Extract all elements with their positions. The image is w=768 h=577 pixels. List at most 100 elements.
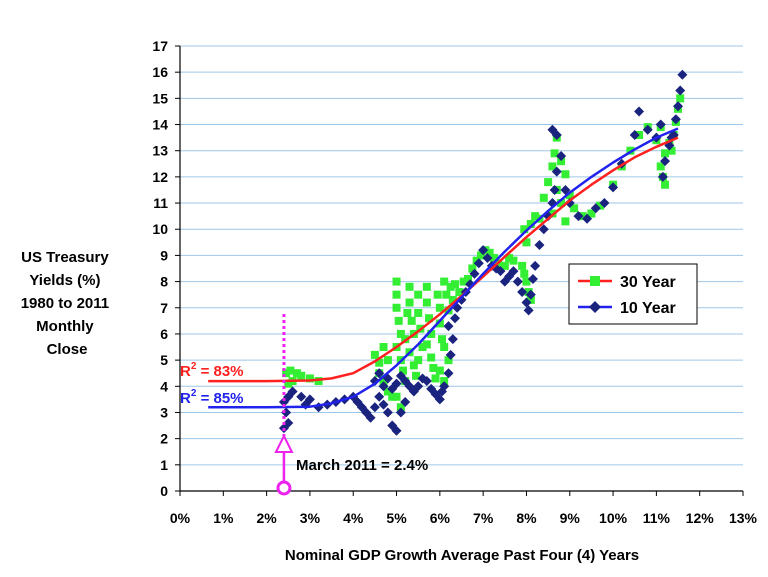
point-30-year-28 xyxy=(403,309,412,317)
fit-curve-10-year xyxy=(208,127,679,409)
x-tick-labels: 0% 1% 2% 3% 4% 5% 6% 7% 8% 9% 10% 11% 12% 13% xyxy=(170,510,758,526)
point-10-year-5 xyxy=(287,386,298,397)
point-30-year-53 xyxy=(440,277,449,286)
legend-30-label: 30 Year xyxy=(620,274,676,291)
point-30-year-1 xyxy=(286,366,295,375)
point-30-year-74 xyxy=(505,254,514,263)
x-tick-label-11: 11% xyxy=(643,510,671,526)
point-30-year-80 xyxy=(526,295,535,304)
x-tick-label-7: 7% xyxy=(473,510,494,526)
point-10-year-75 xyxy=(551,166,562,177)
y-tick-label-7: 7 xyxy=(160,300,168,316)
point-30-year-83 xyxy=(526,220,535,228)
point-10-year-79 xyxy=(560,184,571,195)
point-30-year-34 xyxy=(409,361,418,370)
point-30-year-49 xyxy=(433,290,442,299)
point-30-year-39 xyxy=(418,343,427,352)
point-30-year-6 xyxy=(314,377,323,386)
point-10-year-66 xyxy=(523,305,534,316)
y-tick-label-10: 10 xyxy=(152,221,168,237)
point-10-year-81 xyxy=(573,211,584,222)
point-10-year-41 xyxy=(434,394,445,405)
point-30-year-45 xyxy=(422,340,431,349)
point-10-year-43 xyxy=(439,381,450,392)
point-30-year-43 xyxy=(425,314,434,323)
point-10-year-53 xyxy=(469,268,480,279)
point-30-year-19 xyxy=(394,316,403,325)
point-10-year-84 xyxy=(599,198,610,209)
point-10-year-69 xyxy=(530,260,541,271)
point-10-year-96 xyxy=(673,101,684,112)
point-10-year-65 xyxy=(521,297,532,308)
point-30-year-89 xyxy=(550,149,559,158)
r2-30-prefix: R xyxy=(180,363,191,380)
point-10-year-92 xyxy=(660,156,671,167)
x-tick-label-6: 6% xyxy=(430,510,451,526)
point-30-year-50 xyxy=(435,303,444,312)
point-30-year-64 xyxy=(459,277,468,286)
x-tick-label-2: 2% xyxy=(256,510,277,526)
march-arrow-head xyxy=(274,433,294,453)
point-30-year-9 xyxy=(375,358,384,367)
point-10-year-36 xyxy=(413,381,424,392)
point-30-year-14 xyxy=(383,387,392,396)
r2-10-superscript: 2 xyxy=(191,388,197,399)
point-30-year-29 xyxy=(405,282,414,291)
point-10-year-97 xyxy=(675,85,686,96)
point-10-year-76 xyxy=(556,150,567,161)
point-30-year-11 xyxy=(383,356,392,365)
point-10-year-56 xyxy=(482,253,493,264)
point-30-year-84 xyxy=(531,212,540,221)
point-10-year-24 xyxy=(395,407,406,418)
point-10-year-68 xyxy=(527,273,538,284)
x-tick-label-12: 12% xyxy=(686,510,715,526)
r2-10-value: = 85% xyxy=(196,390,243,407)
point-30-year-44 xyxy=(427,329,436,338)
legend-10-label: 10 Year xyxy=(620,300,676,317)
point-30-year-118 xyxy=(661,180,670,189)
point-10-year-74 xyxy=(549,184,560,195)
point-30-year-2 xyxy=(292,369,301,378)
point-10-year-1 xyxy=(281,407,292,418)
point-30-year-5 xyxy=(305,374,314,383)
point-30-year-115 xyxy=(676,94,685,103)
point-10-year-21 xyxy=(382,407,393,418)
point-10-year-85 xyxy=(608,182,619,193)
y-axis-label: US Treasury Yields (%) 1980 to 2011 Mont… xyxy=(21,249,114,358)
point-30-year-23 xyxy=(399,366,408,375)
point-10-year-88 xyxy=(634,106,645,117)
point-10-year-70 xyxy=(534,239,545,250)
y-tick-label-8: 8 xyxy=(160,274,168,290)
point-30-year-52 xyxy=(438,335,447,344)
legend-30-marker xyxy=(590,276,600,286)
point-10-year-47 xyxy=(443,321,454,332)
point-10-year-62 xyxy=(508,266,519,277)
point-10-year-27 xyxy=(374,368,385,379)
point-30-year-88 xyxy=(548,162,557,171)
point-10-year-45 xyxy=(445,349,456,360)
point-10-year-23 xyxy=(391,425,402,436)
point-10-year-18 xyxy=(369,402,380,413)
point-30-year-37 xyxy=(414,309,423,317)
point-30-year-73 xyxy=(500,261,509,270)
point-30-year-116 xyxy=(656,162,665,171)
r2-30-value: = 83% xyxy=(196,363,243,380)
point-30-year-91 xyxy=(557,157,566,166)
point-30-year-17 xyxy=(392,290,401,299)
y-tick-label-11: 11 xyxy=(153,195,168,211)
point-30-year-41 xyxy=(422,282,431,291)
point-30-year-26 xyxy=(396,403,405,412)
point-30-year-65 xyxy=(463,274,472,283)
point-30-year-61 xyxy=(448,295,457,304)
point-10-year-17 xyxy=(365,412,376,423)
point-30-year-97 xyxy=(565,191,574,200)
point-30-year-58 xyxy=(435,366,444,375)
point-30-year-66 xyxy=(468,264,477,273)
point-30-year-92 xyxy=(561,170,570,179)
point-30-year-100 xyxy=(587,209,596,218)
point-30-year-59 xyxy=(440,377,449,386)
x-tick-label-5: 5% xyxy=(386,510,407,526)
point-10-year-78 xyxy=(551,130,562,140)
point-10-year-91 xyxy=(655,119,666,130)
r2-10-year-label: R2 = 85% xyxy=(180,388,244,407)
